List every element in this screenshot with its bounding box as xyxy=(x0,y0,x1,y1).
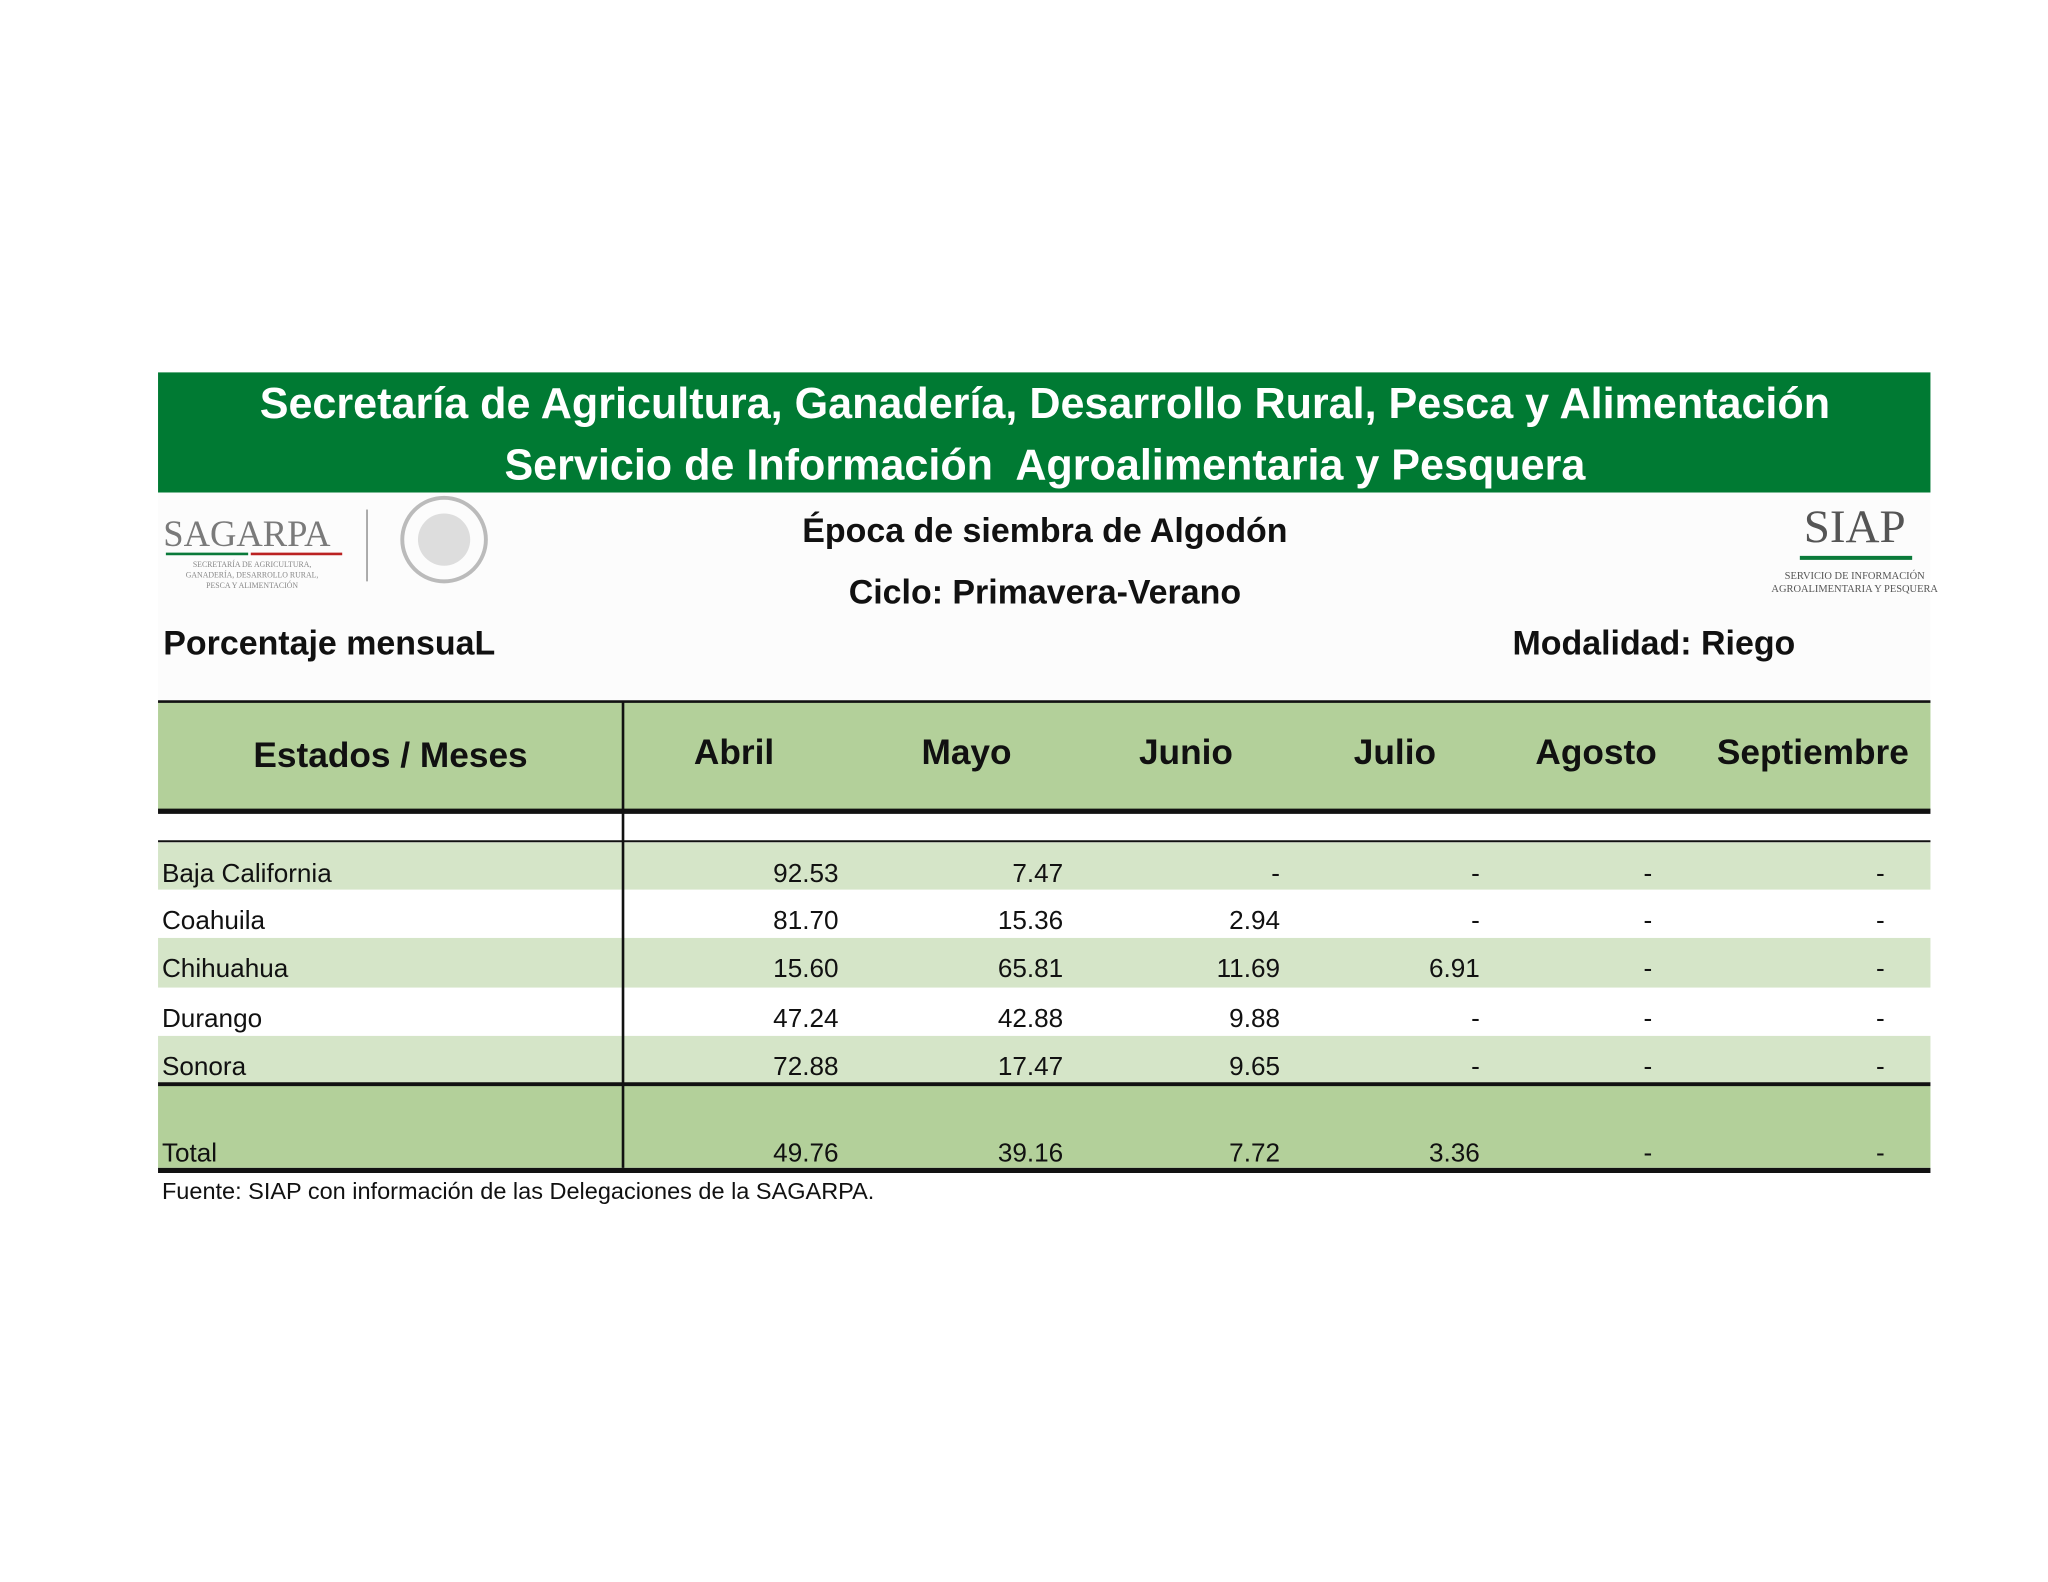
sagarpa-logo: SAGARPA SECRETARÍA DE AGRICULTURA, GANAD… xyxy=(163,495,488,590)
cell-value: 65.81 xyxy=(998,953,1063,983)
cell-value: - xyxy=(1471,905,1480,935)
table-header-band xyxy=(158,701,1931,810)
logo-caption: SERVICIO DE INFORMACIÓN xyxy=(1785,570,1926,582)
report-measure: Porcentaje mensuaL xyxy=(163,625,495,663)
row-label: Baja California xyxy=(162,858,332,888)
total-band xyxy=(158,1085,1931,1168)
cell-value: - xyxy=(1471,1051,1480,1081)
report-title: Época de siembra de Algodón xyxy=(802,512,1287,550)
cell-value: 15.36 xyxy=(998,905,1063,935)
logo-caption: PESCA Y ALIMENTACIÓN xyxy=(206,580,298,590)
table: Estados / Meses Abril Mayo Junio Julio Agosto… xyxy=(158,700,1931,1174)
column-header: Agosto xyxy=(1535,733,1656,772)
logo-caption: AGROALIMENTARIA Y PESQUERA xyxy=(1771,584,1938,595)
cell-value: - xyxy=(1876,1051,1885,1081)
footer: Fuente: SIAP con información de las Dele… xyxy=(162,1178,874,1204)
cell-value: - xyxy=(1644,1003,1653,1033)
column-header: Septiembre xyxy=(1717,733,1909,772)
cell-value: 17.47 xyxy=(998,1051,1063,1081)
cell-value: 47.24 xyxy=(773,1003,838,1033)
total-value: 39.16 xyxy=(998,1137,1063,1167)
column-header: Abril xyxy=(694,733,774,772)
logo-caption: SECRETARÍA DE AGRICULTURA, xyxy=(193,559,312,569)
total-label: Total xyxy=(162,1137,217,1167)
logo-name: SIAP xyxy=(1804,501,1906,553)
column-header: Julio xyxy=(1354,733,1436,772)
seal xyxy=(400,495,488,584)
cell-value: - xyxy=(1644,1051,1653,1081)
cell-value: - xyxy=(1271,858,1280,888)
cell-value: 7.47 xyxy=(1012,858,1063,888)
cell-value: 92.53 xyxy=(773,858,838,888)
header-subtitle: Servicio de Información Agroalimentaria … xyxy=(504,441,1586,489)
cell-value: - xyxy=(1876,953,1885,983)
total-value: - xyxy=(1876,1137,1885,1167)
cell-value: 6.91 xyxy=(1429,953,1480,983)
total-value: - xyxy=(1644,1137,1653,1167)
row-label: Durango xyxy=(162,1003,262,1033)
column-header: Junio xyxy=(1139,733,1233,772)
cell-value: 2.94 xyxy=(1229,905,1280,935)
cell-value: 11.69 xyxy=(1217,953,1280,983)
row-band xyxy=(158,937,1931,988)
header-band xyxy=(158,372,1931,493)
header-title: Secretaría de Agricultura, Ganadería, De… xyxy=(260,380,1830,428)
report-mode: Modalidad: Riego xyxy=(1512,625,1795,663)
cell-value: - xyxy=(1876,858,1885,888)
logo-name: SAGARPA xyxy=(163,513,331,554)
cell-value: - xyxy=(1876,1003,1885,1033)
cell-value: 15.60 xyxy=(773,953,838,983)
seal xyxy=(417,513,471,566)
report-cycle: Ciclo: Primavera-Verano xyxy=(849,574,1241,612)
cell-value: - xyxy=(1644,905,1653,935)
cell-value: - xyxy=(1644,858,1653,888)
total-value: 49.76 xyxy=(773,1137,838,1167)
cell-value: - xyxy=(1644,953,1653,983)
cell-value: 42.88 xyxy=(998,1003,1063,1033)
cell-value: 9.65 xyxy=(1229,1051,1280,1081)
cell-value: 81.70 xyxy=(773,905,838,935)
cell-value: - xyxy=(1471,1003,1480,1033)
row-band xyxy=(158,842,1931,890)
row-label: Coahuila xyxy=(162,905,266,935)
siap-logo: SIAP SERVICIO DE INFORMACIÓN AGROALIMENT… xyxy=(1771,501,1938,595)
cell-value: 9.88 xyxy=(1229,1003,1280,1033)
row-label: Sonora xyxy=(162,1051,247,1081)
cell-value: 72.88 xyxy=(773,1051,838,1081)
row-band xyxy=(158,1035,1931,1083)
row-label: Chihuahua xyxy=(162,953,289,983)
logo-caption: GANADERÍA, DESARROLLO RURAL, xyxy=(186,569,319,579)
cell-value: - xyxy=(1471,858,1480,888)
total-value: 3.36 xyxy=(1429,1137,1480,1167)
column-header: Estados / Meses xyxy=(253,736,527,775)
column-header: Mayo xyxy=(921,733,1011,772)
cell-value: - xyxy=(1876,905,1885,935)
total-value: 7.72 xyxy=(1229,1137,1280,1167)
